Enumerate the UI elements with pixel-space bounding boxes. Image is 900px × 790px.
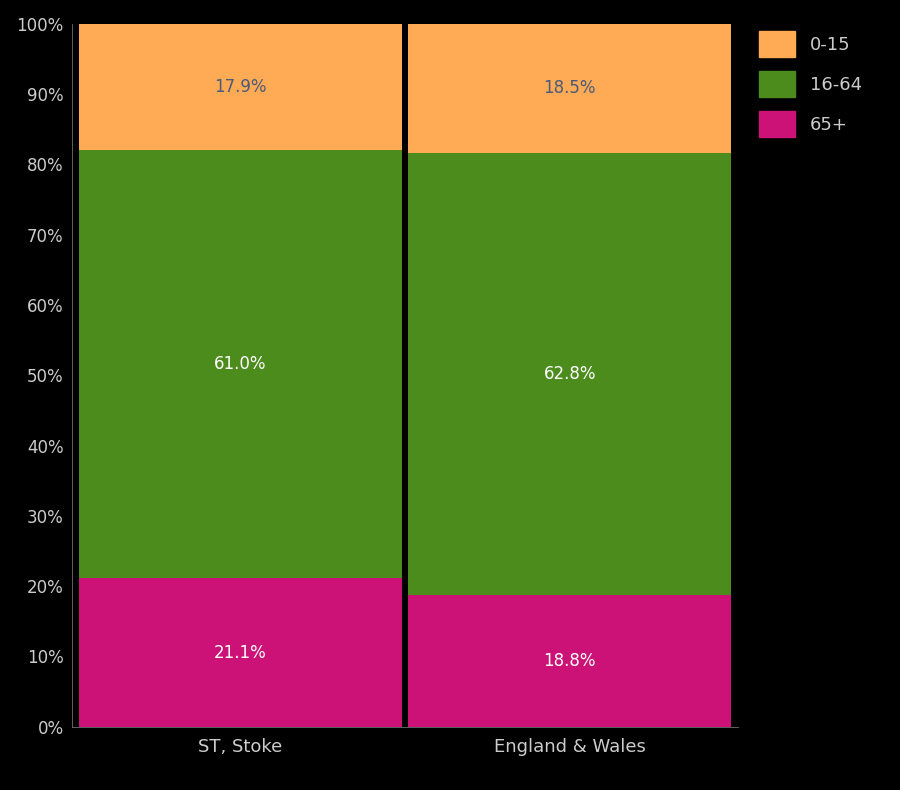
Bar [78, 578, 401, 727]
Text: 17.9%: 17.9% [214, 77, 266, 96]
Text: 62.8%: 62.8% [544, 365, 596, 383]
Text: 21.1%: 21.1% [214, 644, 266, 661]
Text: 18.8%: 18.8% [544, 652, 596, 670]
Bar [78, 24, 401, 149]
Bar [409, 595, 732, 727]
Bar [409, 23, 732, 153]
Text: 18.5%: 18.5% [544, 79, 596, 97]
Bar [78, 149, 401, 578]
Legend: 0-15, 16-64, 65+: 0-15, 16-64, 65+ [753, 26, 868, 142]
Text: 61.0%: 61.0% [214, 355, 266, 373]
Bar [409, 153, 732, 595]
